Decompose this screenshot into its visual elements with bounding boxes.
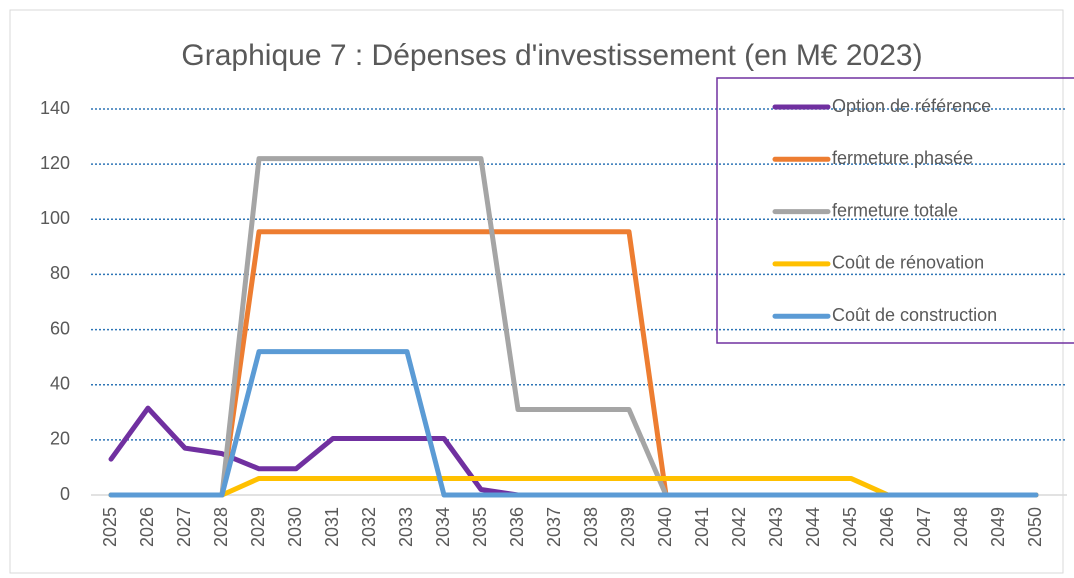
x-tick-label: 2036 <box>507 507 527 547</box>
legend-label: Option de référence <box>832 96 991 116</box>
x-tick-label: 2050 <box>1025 507 1045 547</box>
x-tick-label: 2041 <box>692 507 712 547</box>
chart-title: Graphique 7 : Dépenses d'investissement … <box>181 39 922 72</box>
legend-label: Coût de construction <box>832 305 997 325</box>
x-tick-label: 2032 <box>359 507 379 547</box>
legend-label: fermeture totale <box>832 200 958 220</box>
chart-border <box>9 9 1064 574</box>
x-tick-label: 2040 <box>655 507 675 547</box>
legend-box <box>716 77 1074 344</box>
x-tick-label: 2031 <box>322 507 342 547</box>
x-tick-label: 2034 <box>433 507 453 547</box>
x-tick-label: 2026 <box>137 507 157 547</box>
series-line <box>108 475 1039 498</box>
legend-label: Coût de rénovation <box>832 253 984 273</box>
x-tick-label: 2039 <box>618 507 638 547</box>
x-tick-label: 2027 <box>174 507 194 547</box>
x-tick-label: 2030 <box>285 507 305 547</box>
x-tick-label: 2043 <box>766 507 786 547</box>
x-tick-label: 2037 <box>544 507 564 547</box>
x-tick-label: 2025 <box>100 507 120 547</box>
y-tick-label: 100 <box>40 208 70 228</box>
legend-label: fermeture phasée <box>832 148 973 168</box>
x-tick-label: 2049 <box>988 507 1008 547</box>
y-tick-label: 60 <box>50 318 70 338</box>
x-tick-label: 2028 <box>211 507 231 547</box>
x-tick-label: 2033 <box>396 507 416 547</box>
y-tick-label: 120 <box>40 153 70 173</box>
x-tick-label: 2048 <box>951 507 971 547</box>
x-tick-label: 2047 <box>914 507 934 547</box>
x-tick-label: 2044 <box>803 507 823 547</box>
y-tick-label: 0 <box>60 484 70 504</box>
y-tick-label: 40 <box>50 373 70 393</box>
x-tick-label: 2029 <box>248 507 268 547</box>
y-tick-label: 140 <box>40 98 70 118</box>
x-tick-label: 2035 <box>470 507 490 547</box>
y-tick-label: 20 <box>50 429 70 449</box>
x-tick-label: 2042 <box>729 507 749 547</box>
x-tick-label: 2045 <box>840 507 860 547</box>
y-tick-label: 80 <box>50 263 70 283</box>
x-tick-label: 2038 <box>581 507 601 547</box>
series-line <box>108 349 1039 498</box>
x-tick-label: 2046 <box>877 507 897 547</box>
